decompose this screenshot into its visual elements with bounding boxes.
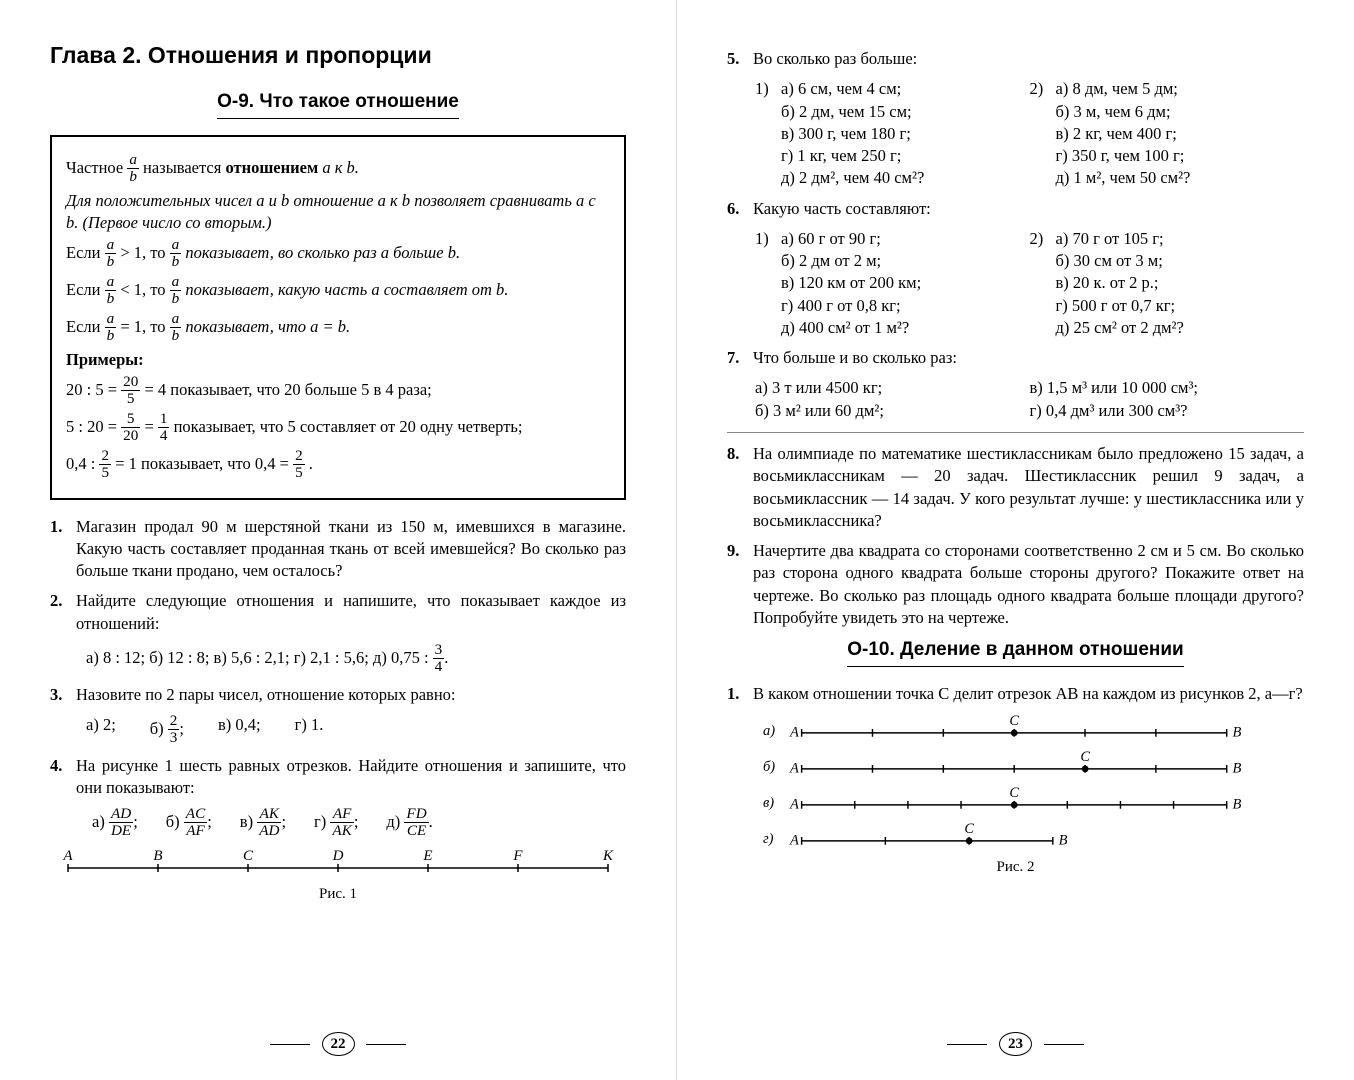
- svg-text:B: B: [1059, 833, 1068, 849]
- task-2: 2. Найдите следующие отношения и напишит…: [50, 590, 626, 635]
- task-4: 4. На рисунке 1 шесть равных отрезков. Н…: [50, 755, 626, 800]
- figure-2-row: б) A B C: [763, 749, 1304, 781]
- figure-1-caption: Рис. 1: [50, 884, 626, 904]
- task-10-1: 1. В каком отношении точка C делит отрез…: [727, 683, 1304, 705]
- task-5-cols: 1)а) 6 см, чем 4 см; б) 2 дм, чем 15 см;…: [755, 78, 1304, 189]
- frac-a-b: ab: [127, 152, 139, 185]
- svg-text:K: K: [602, 848, 614, 864]
- task-3-items: а) 2; б) 23; в) 0,4; г) 1.: [86, 714, 626, 747]
- svg-text:A: A: [789, 833, 799, 849]
- svg-text:A: A: [789, 797, 799, 813]
- example-1: 20 : 5 = 205 = 4 показывает, что 20 боль…: [66, 375, 610, 408]
- svg-text:в): в): [763, 795, 774, 811]
- theory-line-5: Если ab = 1, то ab показывает, что a = b…: [66, 312, 610, 345]
- svg-text:B: B: [1233, 797, 1242, 813]
- svg-text:а): а): [763, 723, 775, 739]
- figure-2-row: в) A B C: [763, 785, 1304, 817]
- figure-2: а) A B Cб) A B Cв) A B Cг) A B C: [727, 713, 1304, 853]
- svg-text:A: A: [62, 848, 73, 864]
- task-5: 5. Во сколько раз больше:: [727, 48, 1304, 70]
- page-23: 5. Во сколько раз больше: 1)а) 6 см, чем…: [677, 0, 1354, 1080]
- page-22: Глава 2. Отношения и пропорции О-9. Что …: [0, 0, 677, 1080]
- svg-text:A: A: [789, 761, 799, 777]
- task-7-cols: а) 3 т или 4500 кг; б) 3 м² или 60 дм²; …: [755, 377, 1304, 422]
- svg-text:C: C: [1009, 785, 1019, 801]
- svg-text:D: D: [332, 848, 344, 864]
- task-6: 6. Какую часть составляют:: [727, 198, 1304, 220]
- svg-text:C: C: [1009, 713, 1019, 729]
- task-2-items: а) 8 : 12; б) 12 : 8; в) 5,6 : 2,1; г) 2…: [86, 643, 626, 676]
- task-7: 7. Что больше и во сколько раз:: [727, 347, 1304, 369]
- page-footer-left: 22: [0, 1032, 676, 1056]
- rule-separator: [727, 432, 1304, 433]
- figure-2-row: а) A B C: [763, 713, 1304, 745]
- svg-text:F: F: [512, 848, 523, 864]
- svg-text:B: B: [1233, 761, 1242, 777]
- figure-1: ABCDEFK: [50, 846, 626, 880]
- theory-line-4: Если ab < 1, то ab показывает, какую час…: [66, 275, 610, 308]
- figure-2-caption: Рис. 2: [727, 857, 1304, 877]
- task-1: 1. Магазин продал 90 м шерстяной ткани и…: [50, 516, 626, 583]
- theory-line-1: Частное ab называется отношением a к b.: [66, 153, 610, 186]
- task-6-cols: 1)а) 60 г от 90 г; б) 2 дм от 2 м; в) 12…: [755, 228, 1304, 339]
- svg-text:E: E: [422, 848, 432, 864]
- section-9-title: О-9. Что такое отношение: [217, 89, 459, 119]
- svg-text:B: B: [1233, 725, 1242, 741]
- svg-text:A: A: [789, 725, 799, 741]
- task-4-items: а) ADDE; б) ACAF; в) AKAD; г) AFAK; д) F…: [92, 807, 626, 840]
- examples-label: Примеры:: [66, 349, 610, 371]
- svg-text:C: C: [1080, 749, 1090, 765]
- svg-text:C: C: [243, 848, 254, 864]
- chapter-title: Глава 2. Отношения и пропорции: [50, 40, 626, 71]
- svg-text:б): б): [763, 759, 775, 775]
- task-3: 3. Назовите по 2 пары чисел, отношение к…: [50, 684, 626, 706]
- theory-box: Частное ab называется отношением a к b. …: [50, 135, 626, 500]
- theory-line-2: Для положительных чисел a и b отношение …: [66, 190, 610, 235]
- task-9: 9. Начертите два квадрата со сторонами с…: [727, 540, 1304, 629]
- svg-text:C: C: [964, 821, 974, 837]
- example-3: 0,4 : 25 = 1 показывает, что 0,4 = 25 .: [66, 449, 610, 482]
- section-10-title: О-10. Деление в данном отношении: [847, 637, 1184, 667]
- example-2: 5 : 20 = 520 = 14 показывает, что 5 сост…: [66, 412, 610, 445]
- page-footer-right: 23: [677, 1032, 1354, 1056]
- figure-2-row: г) A B C: [763, 821, 1304, 853]
- svg-text:г): г): [763, 831, 774, 847]
- svg-text:B: B: [153, 848, 162, 864]
- task-8: 8. На олимпиаде по математике шестикласс…: [727, 443, 1304, 532]
- theory-line-3: Если ab > 1, то ab показывает, во скольк…: [66, 238, 610, 271]
